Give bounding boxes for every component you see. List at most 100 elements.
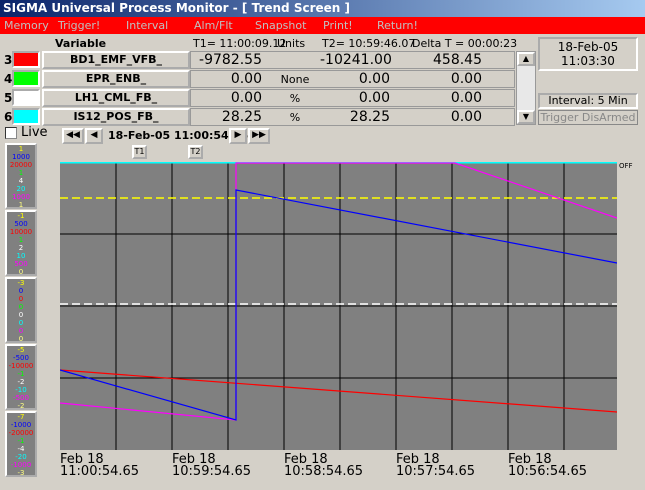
x-date: Feb 18: [172, 452, 216, 467]
row-index: 5: [4, 91, 13, 105]
t1-value: -9782.55: [199, 52, 262, 68]
delta-value: 458.45: [433, 52, 482, 68]
scale-label: -2: [17, 378, 25, 386]
time: 11:03:30: [561, 54, 615, 68]
prev-button[interactable]: ◀: [85, 128, 103, 144]
scale-label: 20: [16, 185, 26, 193]
scale-label: -3: [17, 279, 25, 287]
off-label: OFF: [619, 162, 633, 170]
last-button[interactable]: ▶▶: [248, 128, 270, 144]
scale-label: 500: [14, 220, 28, 228]
scale-label: -20: [15, 453, 27, 461]
t2-value: -10241.00: [320, 52, 392, 68]
x-date: Feb 18: [284, 452, 328, 467]
menu-item[interactable]: Memory: [4, 19, 49, 32]
interval[interactable]: Interval: 5 Min: [538, 93, 638, 109]
scale-label: 0: [18, 327, 24, 335]
variable-button[interactable]: IS12_POS_FB_: [42, 108, 190, 126]
plot: [60, 162, 617, 450]
x-time: 10:58:54.65: [284, 464, 364, 479]
t2-value: 28.25: [349, 109, 390, 125]
scale-label: -10: [15, 386, 27, 394]
x-date: Feb 18: [508, 452, 552, 467]
delta-value: 0.00: [450, 109, 482, 125]
x-time: 10:57:54.65: [396, 464, 476, 479]
scale-label: 500: [14, 260, 28, 268]
menu-item[interactable]: Alm/Flt: [194, 19, 233, 32]
trigger-status: Trigger DisArmed: [538, 110, 638, 125]
scale-label: 0: [18, 287, 24, 295]
units: %: [289, 92, 301, 105]
menu-item[interactable]: Trigger!: [58, 19, 101, 32]
title-bar: SIGMA Universal Process Monitor - [ Tren…: [0, 0, 645, 17]
x-time: 10:56:54.65: [508, 464, 588, 479]
scale-label: -1: [17, 370, 25, 378]
t1-value: 0.00: [230, 71, 262, 87]
color-swatch: [12, 108, 40, 125]
scale-panel: [5, 210, 37, 276]
scale-label: -1: [17, 437, 25, 445]
scale-panel: [5, 344, 37, 410]
delta-value: 0.00: [450, 71, 482, 87]
live-checkbox[interactable]: [5, 127, 17, 139]
menu-bar: Memory Trigger! Interval Alm/Flt Snapshot Pri…: [0, 17, 645, 34]
scale-label: -10000: [8, 362, 34, 370]
variable-button[interactable]: EPR_ENB_: [42, 70, 190, 88]
menu-item[interactable]: Print!: [323, 19, 353, 32]
color-swatch: [12, 51, 40, 68]
scale-label: 0: [18, 335, 24, 343]
scale-label: 1: [18, 145, 24, 153]
x-date: Feb 18: [60, 452, 104, 467]
scale-label: -2: [17, 402, 25, 410]
scale-panel: [5, 143, 37, 209]
row-index: 4: [4, 72, 13, 86]
t1-value: 28.25: [221, 109, 262, 125]
t1-marker[interactable]: T1: [132, 145, 147, 159]
row-index: 3: [4, 53, 13, 67]
clock: 18-Feb-05 11:03:30: [538, 37, 638, 71]
scale-label: 2: [18, 244, 24, 252]
t1-value: 0.00: [230, 90, 262, 106]
scale-label: -1000: [10, 461, 32, 469]
first-button[interactable]: ◀◀: [62, 128, 84, 144]
scale-label: 0: [18, 303, 24, 311]
header-units: Units: [277, 37, 306, 50]
scroll-down[interactable]: ▼: [517, 110, 535, 124]
t2-marker[interactable]: T2: [188, 145, 203, 159]
scale-label: 0: [18, 268, 24, 276]
variable-button[interactable]: BD1_EMF_VFB_: [42, 51, 190, 69]
scale-label: -3: [17, 469, 25, 477]
nav-time: 18-Feb-05 11:00:54.65: [108, 129, 249, 142]
scale-label: -1000: [10, 421, 32, 429]
next-button[interactable]: ▶: [229, 128, 247, 144]
scale-label: -4: [17, 445, 25, 453]
scale-label: 1: [18, 236, 24, 244]
value-cell: [190, 70, 515, 88]
x-time: 11:00:54.65: [60, 464, 140, 479]
scroll-up[interactable]: ▲: [517, 52, 535, 66]
menu-item[interactable]: Snapshot: [255, 19, 307, 32]
units: None: [280, 73, 310, 86]
scale-panel: [5, 277, 37, 343]
variable-button[interactable]: LH1_CML_FB_: [42, 89, 190, 107]
t2-value: 0.00: [358, 90, 390, 106]
scale-label: -20000: [8, 429, 34, 437]
menu-item[interactable]: Return!: [377, 19, 418, 32]
value-cell: [190, 51, 515, 69]
scale-label: 0: [18, 311, 24, 319]
x-time: 10:59:54.65: [172, 464, 252, 479]
scale-label: 0: [18, 319, 24, 327]
live-label: Live: [21, 125, 48, 140]
scale-label: 10000: [9, 228, 33, 236]
value-cell: [190, 108, 515, 126]
scale-label: 4: [18, 177, 24, 185]
scale-label: 20000: [9, 161, 33, 169]
row-index: 6: [4, 110, 13, 124]
scale-label: 0: [18, 295, 24, 303]
scale-label: 1000: [12, 153, 30, 161]
menu-item[interactable]: Interval: [126, 19, 169, 32]
scale-label: 1000: [12, 193, 30, 201]
x-date: Feb 18: [396, 452, 440, 467]
color-swatch: [12, 89, 40, 106]
